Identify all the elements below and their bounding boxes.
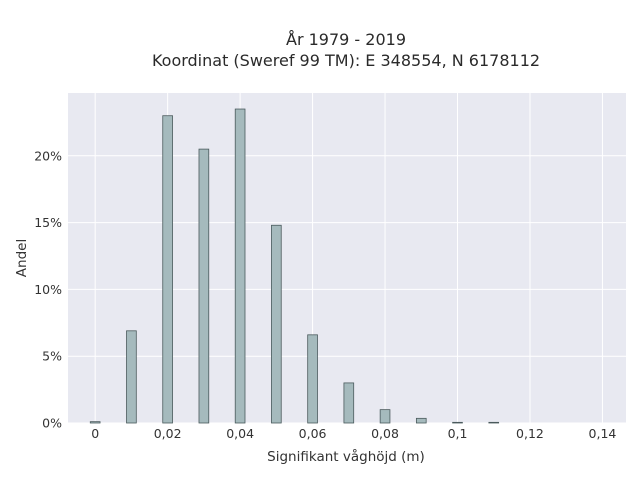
histogram-bar [307, 334, 318, 424]
y-axis-label: Andel [14, 239, 30, 277]
histogram-bar [343, 382, 355, 424]
histogram-bar [234, 108, 246, 424]
x-tick-label: 0,08 [371, 426, 399, 441]
chart-title: År 1979 - 2019 [286, 30, 406, 49]
histogram-bar [379, 409, 391, 424]
y-tick-label: 15% [34, 215, 62, 230]
histogram-bar [415, 417, 427, 424]
x-tick-label: 0,1 [448, 426, 468, 441]
x-axis-label: Signifikant våghöjd (m) [267, 448, 425, 465]
histogram-bar [162, 115, 173, 424]
y-tick-label: 0% [42, 416, 62, 431]
chart-subtitle: Koordinat (Sweref 99 TM): E 348554, N 61… [152, 51, 540, 70]
y-tick-label: 20% [34, 148, 62, 163]
histogram-bar [452, 421, 463, 424]
histogram-bar [89, 421, 101, 424]
x-tick-label: 0,14 [589, 426, 617, 441]
x-tick-label: 0,02 [154, 426, 182, 441]
histogram-bar [271, 224, 282, 424]
x-tick-label: 0,12 [516, 426, 544, 441]
x-tick-label: 0,06 [299, 426, 327, 441]
x-tick-label: 0 [91, 426, 99, 441]
y-tick-label: 10% [34, 282, 62, 297]
x-axis-ticks: 0 0,02 0,04 0,06 0,08 0,1 0,12 0,14 [91, 426, 616, 441]
plot-area [68, 93, 626, 423]
bars [89, 108, 500, 424]
y-tick-label: 5% [42, 349, 62, 364]
histogram-bar [126, 330, 137, 424]
x-tick-label: 0,04 [226, 426, 254, 441]
histogram-bar [198, 148, 210, 424]
histogram-bar [488, 421, 500, 424]
y-axis-ticks: 0% 5% 10% 15% 20% [34, 148, 62, 430]
